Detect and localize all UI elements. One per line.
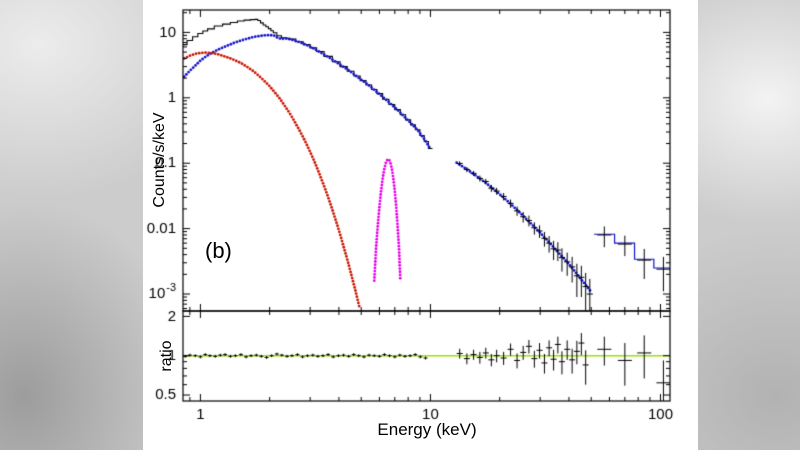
y-axis-label-counts: Counts/s/keV	[151, 112, 168, 208]
spectrum-figure: Counts/s/keV ratio Energy (keV) (b)	[143, 0, 698, 450]
x-axis-label-energy: Energy (keV)	[377, 420, 477, 439]
y-axis-label-ratio: ratio	[158, 340, 175, 372]
spectrum-chart	[143, 0, 698, 450]
panel-label: (b)	[205, 238, 232, 263]
